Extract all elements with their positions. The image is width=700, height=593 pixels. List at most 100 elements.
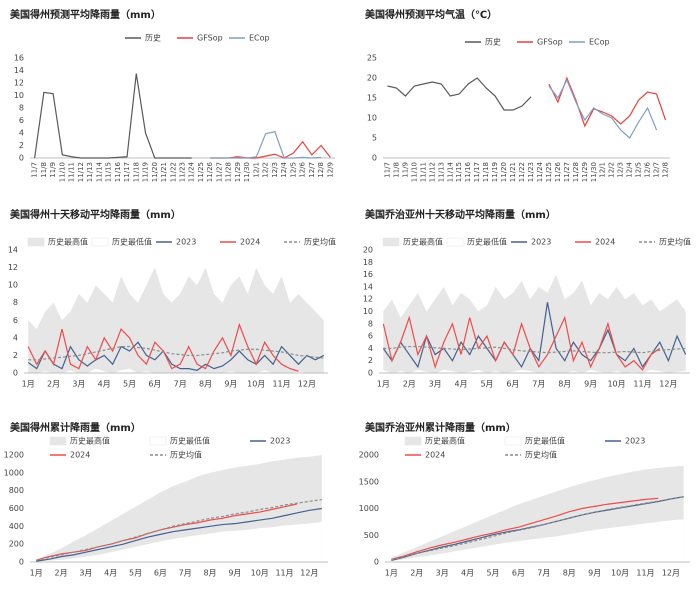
y-tick-label: 10 xyxy=(14,91,24,100)
x-tick-label: 9月 xyxy=(228,569,241,578)
series-line xyxy=(36,498,322,561)
x-tick-label: 11/21 xyxy=(160,162,168,182)
legend-label: 2023 xyxy=(625,437,645,446)
x-tick-label: 11/23 xyxy=(527,162,535,182)
series-line xyxy=(27,322,299,372)
x-tick-label: 11/28 xyxy=(572,162,580,182)
x-tick-label: 11/28 xyxy=(225,162,233,182)
x-tick-label: 11/30 xyxy=(243,162,251,182)
legend-label: GFSop xyxy=(197,34,223,43)
x-tick-label: 1月 xyxy=(377,380,390,389)
y-tick-label: 0 xyxy=(374,558,379,567)
x-tick-label: 1月 xyxy=(22,380,35,389)
x-tick-label: 11/15 xyxy=(455,162,463,182)
y-tick-label: 8 xyxy=(368,319,373,328)
legend-swatch xyxy=(149,436,167,446)
y-tick-label: 14 xyxy=(8,246,18,255)
area xyxy=(28,368,324,373)
x-tick-label: 11/24 xyxy=(188,161,196,182)
y-tick-label: 0 xyxy=(19,558,24,567)
series-line xyxy=(36,507,322,562)
x-tick-label: 11/20 xyxy=(500,162,508,182)
y-tick-label: 2000 xyxy=(359,451,379,460)
x-tick-label: 12/3 xyxy=(271,162,279,178)
chart-title: 美国得州十天移动平均降雨量（mm） xyxy=(10,208,181,221)
x-tick-label: 12/4 xyxy=(626,161,634,177)
y-tick-label: 18 xyxy=(363,258,373,267)
y-tick-label: 200 xyxy=(9,540,24,549)
legend-label: 历史均值 xyxy=(170,450,202,460)
series-line xyxy=(382,302,687,369)
series-line xyxy=(36,503,298,561)
x-tick-label: 5月 xyxy=(129,569,142,578)
chart-title: 美国乔治亚州十天移动平均降雨量（mm） xyxy=(365,208,556,221)
x-tick-label: 12/1 xyxy=(599,162,607,178)
legend-label: 2024 xyxy=(425,451,445,460)
x-tick-label: 1月 xyxy=(30,569,43,578)
legend-label: 历史最低值 xyxy=(112,237,152,247)
x-tick-label: 4月 xyxy=(455,380,468,389)
x-tick-label: 11/13 xyxy=(86,162,94,182)
x-tick-label: 11/7 xyxy=(383,162,391,178)
x-tick-label: 11/8 xyxy=(392,162,400,178)
x-tick-label: 11/21 xyxy=(509,162,517,182)
y-tick-label: 16 xyxy=(363,270,373,279)
x-tick-label: 12/6 xyxy=(644,161,652,177)
series-line xyxy=(210,140,331,159)
y-tick-label: 20 xyxy=(367,74,377,83)
x-tick-label: 12/5 xyxy=(289,162,297,178)
x-tick-label: 9月 xyxy=(588,569,601,578)
legend-label: GFSop xyxy=(537,38,563,47)
y-tick-label: 10 xyxy=(363,307,373,316)
series-line xyxy=(382,315,661,371)
x-tick-label: 11/17 xyxy=(123,162,131,182)
x-tick-label: 3月 xyxy=(429,380,442,389)
legend-swatch xyxy=(27,237,45,247)
x-tick-label: 11/8 xyxy=(40,162,48,178)
y-tick-label: 12 xyxy=(8,263,18,272)
y-tick-label: 2 xyxy=(368,356,373,365)
y-tick-label: 10 xyxy=(367,114,377,123)
legend-label: 历史最低值 xyxy=(170,436,210,446)
x-tick-label: 11/29 xyxy=(234,162,242,182)
y-tick-label: 5 xyxy=(372,134,377,143)
legend-swatch xyxy=(446,237,464,247)
y-tick-label: 16 xyxy=(14,54,24,63)
series-line xyxy=(210,131,322,159)
legend-label: 2024 xyxy=(240,238,260,247)
y-tick-label: 0 xyxy=(13,369,18,378)
y-tick-label: 6 xyxy=(13,316,18,325)
legend-swatch xyxy=(382,237,400,247)
y-tick-label: 25 xyxy=(367,54,377,63)
x-tick-label: 11月 xyxy=(272,380,290,389)
x-tick-label: 12/4 xyxy=(280,161,288,177)
y-tick-label: 1200 xyxy=(4,451,24,460)
x-tick-label: 11/20 xyxy=(151,162,159,182)
legend-label: ECop xyxy=(249,34,270,43)
x-tick-label: 11/17 xyxy=(473,162,481,182)
x-tick-label: 11/19 xyxy=(491,162,499,182)
x-tick-label: 11/18 xyxy=(132,162,140,182)
x-tick-label: 8月 xyxy=(199,380,212,389)
x-tick-label: 11/15 xyxy=(105,162,113,182)
legend-label: 2024 xyxy=(595,238,615,247)
x-tick-label: 11/14 xyxy=(95,161,103,182)
x-tick-label: 11/25 xyxy=(545,162,553,182)
x-tick-label: 1月 xyxy=(385,569,398,578)
legend-label: 2023 xyxy=(270,437,290,446)
x-tick-label: 12/2 xyxy=(608,162,616,178)
x-tick-label: 11/10 xyxy=(410,162,418,182)
x-tick-label: 2月 xyxy=(403,380,416,389)
x-tick-label: 11/29 xyxy=(581,162,589,182)
series-line xyxy=(391,497,659,560)
chart-title: 美国得州累计降雨量（mm） xyxy=(10,421,141,434)
x-tick-label: 12/5 xyxy=(635,162,643,178)
x-tick-label: 11/26 xyxy=(554,161,562,182)
y-tick-label: 6 xyxy=(368,332,373,341)
x-tick-label: 11/12 xyxy=(77,162,85,182)
y-tick-label: 500 xyxy=(364,531,379,540)
x-tick-label: 10月 xyxy=(251,569,269,578)
legend-label: 历史最低值 xyxy=(525,436,565,446)
legend-swatch xyxy=(504,436,522,446)
